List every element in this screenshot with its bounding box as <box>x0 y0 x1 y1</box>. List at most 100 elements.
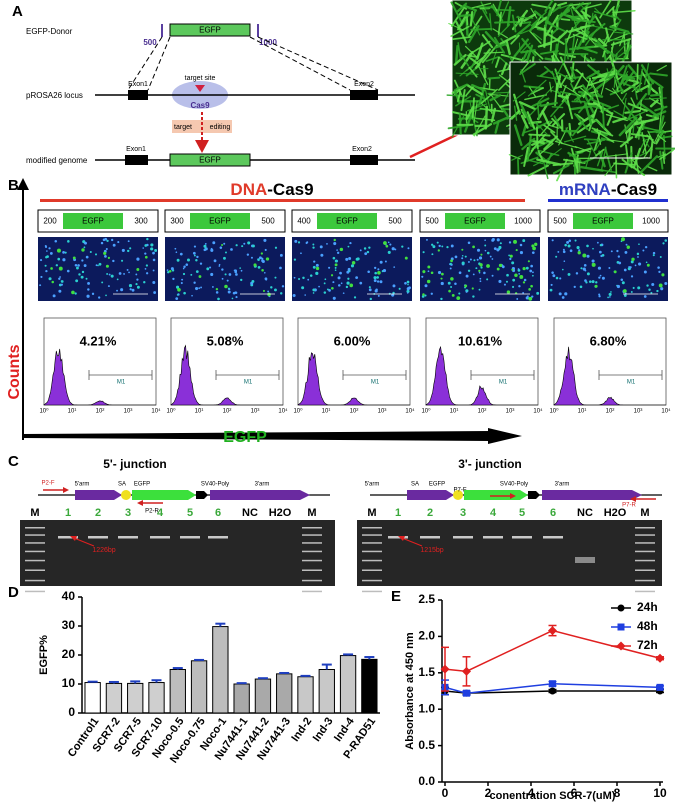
cell <box>586 140 603 145</box>
gfp-cell <box>626 245 630 249</box>
nucleus <box>309 274 313 277</box>
nucleus <box>598 250 602 254</box>
cell <box>604 66 615 80</box>
cell <box>605 27 610 43</box>
nucleus <box>496 248 500 252</box>
nucleus <box>651 283 655 287</box>
header-prefix: mRNA <box>559 180 611 199</box>
arm-length: 1000 <box>642 217 660 226</box>
nucleus <box>407 283 409 286</box>
nucleus <box>243 242 246 245</box>
nucleus <box>181 278 184 281</box>
panel-label: E <box>391 588 401 605</box>
cell <box>484 31 498 45</box>
lane-label: M <box>30 507 39 519</box>
cell <box>586 22 606 39</box>
cell <box>597 37 607 47</box>
y-tick-label: 10 <box>62 676 76 690</box>
arrow-note: target <box>174 124 192 131</box>
panel-label: C <box>8 453 19 470</box>
nucleus <box>293 258 297 261</box>
cell <box>604 147 613 171</box>
nucleus <box>447 281 451 285</box>
nucleus <box>422 251 425 254</box>
shape <box>58 536 78 539</box>
element-label: P7-F <box>453 488 466 494</box>
shape <box>575 557 595 563</box>
cell <box>609 25 630 33</box>
nucleus <box>247 241 251 245</box>
nucleus <box>512 285 515 288</box>
nucleus <box>562 268 564 271</box>
flow-tick-label: 10⁰ <box>293 408 303 415</box>
element-label: P7-R <box>622 503 636 509</box>
line <box>249 36 351 91</box>
nucleus <box>506 273 509 277</box>
cell <box>639 155 659 174</box>
cell <box>448 22 465 31</box>
cell <box>576 113 586 122</box>
modified-label: modified genome <box>26 156 88 165</box>
shape <box>208 536 228 539</box>
cell <box>590 25 615 32</box>
gfp-cell <box>631 257 635 261</box>
cell <box>540 142 554 155</box>
nucleus <box>175 285 180 289</box>
nucleus <box>252 244 255 248</box>
nucleus <box>349 241 352 245</box>
cell <box>662 151 666 165</box>
nucleus <box>440 297 443 301</box>
nucleus <box>123 272 125 275</box>
lane-label: 2 <box>427 507 433 519</box>
gfp-cell <box>81 248 85 252</box>
cell <box>649 99 659 108</box>
arm-length: 500 <box>388 217 402 226</box>
nucleus <box>44 244 47 248</box>
cell <box>580 165 604 172</box>
cell <box>512 91 526 102</box>
nucleus <box>107 285 110 288</box>
cell <box>536 75 561 81</box>
nucleus <box>195 259 198 262</box>
nucleus <box>84 241 87 245</box>
donor-right-arm: 1000 <box>259 38 277 47</box>
nucleus <box>426 238 428 241</box>
flow-tick-label: 10¹ <box>578 409 587 415</box>
shape <box>25 542 45 544</box>
error-bar <box>321 663 332 670</box>
nucleus <box>573 285 576 288</box>
nucleus <box>355 257 359 261</box>
nucleus <box>241 245 244 248</box>
cell <box>465 105 475 121</box>
nucleus <box>279 266 282 270</box>
gfp-cell <box>528 296 533 301</box>
cell <box>645 165 658 172</box>
gfp-cell <box>430 271 434 275</box>
cell <box>519 63 536 76</box>
nucleus <box>136 285 140 289</box>
nucleus <box>265 278 268 281</box>
nucleus <box>424 294 427 297</box>
arrow-head <box>510 493 516 499</box>
y-tick-label: 0.0 <box>418 774 435 788</box>
flow-tick-label: 10³ <box>634 409 643 415</box>
x-axis-label: EGFP <box>223 429 267 446</box>
cell <box>627 106 635 121</box>
cell <box>482 65 487 79</box>
error-bar <box>130 680 141 684</box>
nucleus <box>152 281 156 285</box>
flow-histogram <box>43 348 156 406</box>
shape <box>25 527 45 529</box>
cell <box>471 2 492 9</box>
bar <box>361 658 378 714</box>
nucleus <box>116 289 118 292</box>
shape <box>25 569 45 571</box>
nucleus <box>131 288 135 292</box>
cell <box>516 16 534 19</box>
nucleus <box>48 247 51 250</box>
bar <box>212 626 229 714</box>
nucleus <box>427 270 430 273</box>
x-tick-label: Ind-3 <box>311 716 336 744</box>
gfp-cell <box>658 283 663 288</box>
nucleus <box>483 271 486 275</box>
